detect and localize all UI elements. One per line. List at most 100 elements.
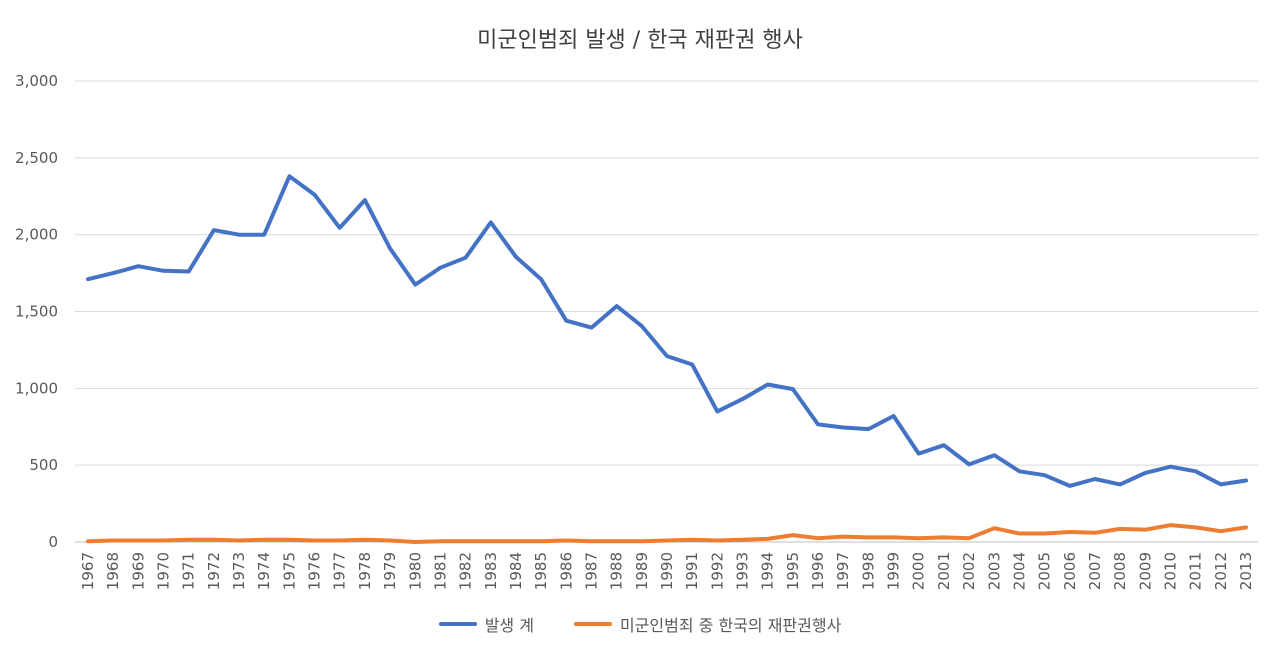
x-tick-label: 1995 — [784, 552, 802, 590]
x-tick-label: 2003 — [985, 552, 1003, 590]
data-point-series-0 — [187, 270, 191, 274]
y-tick-label: 0 — [48, 533, 58, 551]
data-point-series-0 — [791, 387, 795, 391]
data-point-series-0 — [1219, 482, 1223, 486]
x-tick-label: 1967 — [79, 552, 97, 590]
data-point-series-1 — [464, 539, 468, 543]
data-point-series-0 — [489, 220, 493, 224]
data-point-series-1 — [413, 540, 417, 544]
x-tick-label: 2006 — [1061, 552, 1079, 590]
x-tick-label: 2001 — [935, 552, 953, 590]
data-point-series-1 — [313, 538, 317, 542]
data-point-series-0 — [1118, 482, 1122, 486]
data-point-series-1 — [1244, 525, 1248, 529]
legend-item-series-1: 미군인범죄 중 한국의 재판권행사 — [573, 612, 841, 636]
data-point-series-1 — [262, 538, 266, 542]
data-point-series-1 — [741, 538, 745, 542]
data-point-series-0 — [1017, 469, 1021, 473]
data-point-series-1 — [564, 538, 568, 542]
data-point-series-1 — [1219, 529, 1223, 533]
x-tick-label: 2002 — [960, 552, 978, 590]
x-tick-label: 2007 — [1086, 552, 1104, 590]
data-point-series-1 — [1068, 530, 1072, 534]
data-point-series-0 — [1244, 479, 1248, 483]
data-point-series-1 — [338, 538, 342, 542]
data-point-series-1 — [841, 535, 845, 539]
x-tick-label: 2008 — [1111, 552, 1129, 590]
y-tick-label: 2,000 — [15, 226, 58, 244]
data-point-series-1 — [438, 539, 442, 543]
data-point-series-1 — [665, 538, 669, 542]
data-point-series-1 — [111, 538, 115, 542]
data-point-series-0 — [514, 255, 518, 259]
data-point-series-0 — [1093, 477, 1097, 481]
x-tick-label: 1986 — [557, 552, 575, 590]
x-tick-label: 1970 — [155, 552, 173, 590]
data-point-series-0 — [766, 382, 770, 386]
x-tick-label: 1978 — [356, 552, 374, 590]
data-point-series-1 — [992, 526, 996, 530]
data-point-series-0 — [539, 277, 543, 281]
data-point-series-1 — [539, 539, 543, 543]
data-point-series-1 — [615, 539, 619, 543]
data-point-series-0 — [665, 354, 669, 358]
x-tick-label: 1972 — [205, 552, 223, 590]
legend-swatch-series-0 — [438, 622, 477, 626]
x-tick-label: 1993 — [734, 552, 752, 590]
legend-swatch-series-1 — [573, 622, 612, 626]
x-tick-label: 2011 — [1187, 552, 1205, 590]
x-tick-label: 1969 — [129, 552, 147, 590]
x-tick-label: 1976 — [306, 552, 324, 590]
x-tick-label: 1996 — [809, 552, 827, 590]
data-point-series-0 — [615, 304, 619, 308]
data-point-series-0 — [338, 226, 342, 230]
x-tick-label: 1968 — [104, 552, 122, 590]
x-tick-label: 1983 — [482, 552, 500, 590]
data-point-series-0 — [111, 271, 115, 275]
data-point-series-0 — [86, 277, 90, 281]
y-tick-label: 1,500 — [15, 303, 58, 321]
data-point-series-0 — [816, 422, 820, 426]
x-tick-label: 1991 — [683, 552, 701, 590]
data-point-series-0 — [1143, 471, 1147, 475]
x-tick-label: 1990 — [658, 552, 676, 590]
data-point-series-0 — [841, 426, 845, 430]
data-point-series-0 — [287, 174, 291, 178]
data-point-series-1 — [766, 537, 770, 541]
y-tick-label: 500 — [29, 456, 58, 474]
data-point-series-0 — [313, 193, 317, 197]
data-point-series-1 — [1093, 531, 1097, 535]
x-tick-label: 2012 — [1212, 552, 1230, 590]
data-point-series-1 — [942, 535, 946, 539]
x-tick-label: 2004 — [1010, 552, 1028, 590]
chart-title: 미군인범죄 발생 / 한국 재판권 행사 — [477, 28, 803, 53]
x-tick-label: 1999 — [885, 552, 903, 590]
y-tick-label: 2,500 — [15, 149, 58, 167]
data-point-series-0 — [942, 443, 946, 447]
data-point-series-0 — [413, 283, 417, 287]
data-point-series-1 — [1043, 532, 1047, 536]
x-tick-label: 1979 — [381, 552, 399, 590]
data-point-series-0 — [363, 198, 367, 202]
data-point-series-1 — [514, 539, 518, 543]
data-point-series-1 — [1118, 527, 1122, 531]
x-tick-label: 1992 — [708, 552, 726, 590]
data-point-series-0 — [464, 256, 468, 260]
data-point-series-0 — [1043, 473, 1047, 477]
data-point-series-1 — [1017, 532, 1021, 536]
data-point-series-1 — [589, 539, 593, 543]
x-tick-label: 1973 — [230, 552, 248, 590]
data-point-series-1 — [816, 536, 820, 540]
data-point-series-0 — [866, 427, 870, 431]
data-point-series-0 — [715, 409, 719, 413]
data-point-series-1 — [967, 536, 971, 540]
legend-item-series-0: 발생 계 — [438, 612, 534, 636]
data-point-series-1 — [489, 539, 493, 543]
x-tick-label: 1987 — [582, 552, 600, 590]
data-point-series-1 — [136, 538, 140, 542]
x-tick-label: 2009 — [1136, 552, 1154, 590]
data-point-series-1 — [690, 538, 694, 542]
data-point-series-1 — [237, 538, 241, 542]
data-point-series-0 — [212, 228, 216, 232]
